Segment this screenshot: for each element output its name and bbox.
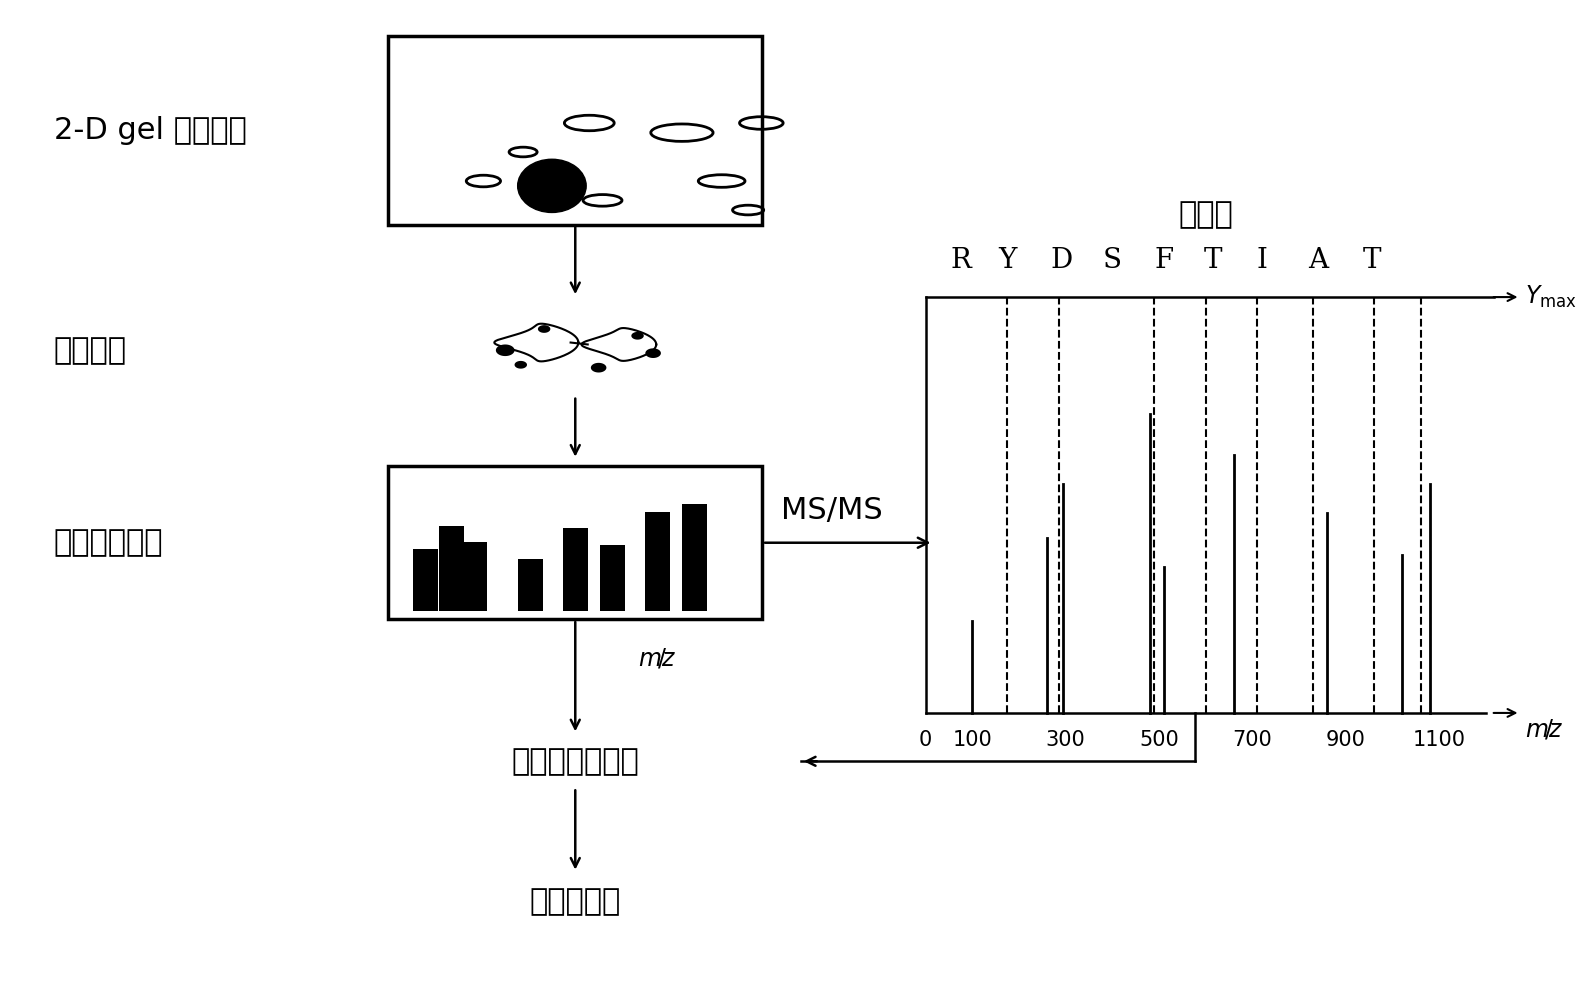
Polygon shape bbox=[538, 325, 551, 333]
Bar bbox=[388, 36, 763, 225]
Text: 蛋白质数据检索: 蛋白质数据检索 bbox=[511, 747, 638, 776]
Text: 900: 900 bbox=[1326, 730, 1366, 750]
Text: T: T bbox=[1204, 247, 1223, 274]
Bar bbox=[414, 549, 438, 611]
Text: 蛋白质鉴定: 蛋白质鉴定 bbox=[530, 887, 621, 916]
Polygon shape bbox=[591, 363, 607, 373]
Text: 0: 0 bbox=[919, 730, 933, 750]
Polygon shape bbox=[645, 348, 661, 358]
Text: 肽质量指纹谱: 肽质量指纹谱 bbox=[54, 528, 162, 557]
Polygon shape bbox=[514, 361, 527, 369]
Bar bbox=[683, 503, 707, 611]
Text: 500: 500 bbox=[1140, 730, 1180, 750]
Text: I: I bbox=[1256, 247, 1267, 274]
Text: T: T bbox=[1363, 247, 1380, 274]
Polygon shape bbox=[632, 332, 643, 339]
Bar bbox=[462, 542, 487, 611]
Text: $m\!/\!z$: $m\!/\!z$ bbox=[638, 646, 677, 670]
Bar bbox=[600, 545, 626, 611]
Text: S: S bbox=[1103, 247, 1122, 274]
Text: R: R bbox=[950, 247, 971, 274]
Text: 1100: 1100 bbox=[1414, 730, 1466, 750]
Text: MS/MS: MS/MS bbox=[780, 496, 882, 525]
Text: 700: 700 bbox=[1232, 730, 1272, 750]
Bar bbox=[645, 512, 670, 611]
Text: 肽序列: 肽序列 bbox=[1178, 200, 1234, 230]
Bar bbox=[388, 466, 763, 619]
Text: F: F bbox=[1154, 247, 1173, 274]
Text: D: D bbox=[1051, 247, 1071, 274]
Text: Y: Y bbox=[998, 247, 1017, 274]
Bar bbox=[564, 529, 587, 611]
Bar bbox=[517, 559, 543, 611]
Polygon shape bbox=[495, 344, 514, 356]
Bar bbox=[439, 526, 465, 611]
Text: 300: 300 bbox=[1046, 730, 1086, 750]
Text: 100: 100 bbox=[952, 730, 992, 750]
Text: 肽混合物: 肽混合物 bbox=[54, 336, 127, 365]
Text: $m\!/\!z$: $m\!/\!z$ bbox=[1525, 718, 1563, 742]
Text: 2-D gel 切蛋白点: 2-D gel 切蛋白点 bbox=[54, 116, 247, 145]
Text: A: A bbox=[1309, 247, 1328, 274]
Text: $Y_\mathrm{max}$: $Y_\mathrm{max}$ bbox=[1525, 284, 1578, 310]
Ellipse shape bbox=[517, 159, 586, 213]
